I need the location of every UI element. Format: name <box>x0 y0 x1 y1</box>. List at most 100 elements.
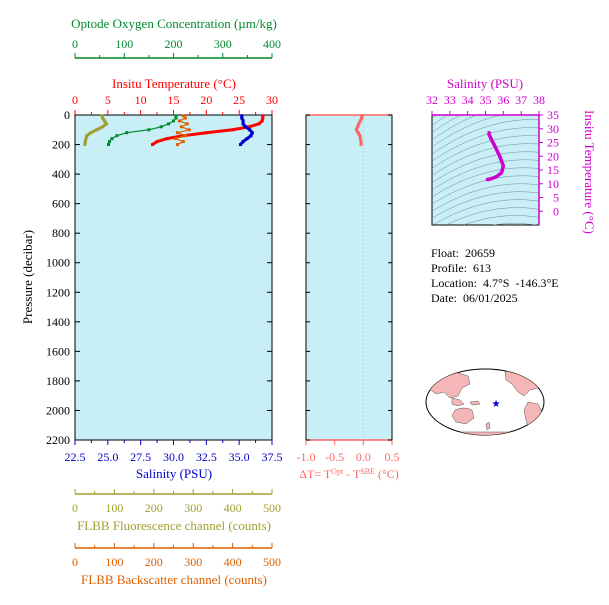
oxygen-profile-point <box>115 134 119 138</box>
ts-profile-point <box>494 175 498 179</box>
backscatter-axis-tick-label: 200 <box>145 555 163 569</box>
pressure-axis-tick-label: 400 <box>52 167 70 181</box>
delta-t-profile-point <box>356 125 360 129</box>
oxygen-axis-tick-label: 0 <box>72 37 78 51</box>
delta-t-profile-point <box>354 128 358 132</box>
ts-plot-background <box>431 114 540 226</box>
salinity-axis-tick-label: 25.0 <box>97 450 118 464</box>
ts-isopycnal <box>432 127 539 162</box>
oxygen-profile-point <box>159 125 163 129</box>
pressure-axis-tick-label: 2000 <box>46 403 70 417</box>
ts-isopycnal <box>462 215 539 225</box>
ts-temperature-tick-label: 20 <box>547 149 559 163</box>
temperature-axis-tick-label: 30 <box>266 93 278 107</box>
temperature-profile-point <box>247 125 251 129</box>
fluorescence-axis-ticks: 0 100 200 300 400 500 <box>72 489 281 515</box>
map-land-new-guinea <box>469 400 481 406</box>
ts-temperature-tick-label: 15 <box>547 163 559 177</box>
ts-salinity-axis-label: Salinity (PSU) <box>447 76 523 91</box>
oxygen-profile-point <box>172 119 175 123</box>
fluorescence-profile-point <box>101 116 105 120</box>
salinity-profile-point <box>249 134 253 138</box>
salinity-axis-tick-label: 35.0 <box>229 450 250 464</box>
temperature-axis-label: Insitu Temperature (°C) <box>112 76 236 91</box>
fluorescence-axis-label: FLBB Fluorescence channel (counts) <box>77 518 271 533</box>
oxygen-axis-label: Optode Oxygen Concentration (µm/kg) <box>71 16 277 31</box>
float-info-float: Float: 20659 <box>431 246 496 260</box>
delta-t-profile-point <box>356 131 360 135</box>
ts-temperature-tick-label: 30 <box>547 122 559 136</box>
ts-salinity-tick-label: 34 <box>462 93 474 107</box>
ts-series-group <box>485 131 506 182</box>
salinity-profile-point <box>238 143 242 147</box>
salinity-profile-point <box>240 116 244 120</box>
ts-temperature-tick-label: 10 <box>547 177 559 191</box>
ts-isopycnal <box>432 151 539 183</box>
delta-t-axis-label: ΔT= TOpt - TSBE (°C) <box>299 467 399 482</box>
ts-isopycnal <box>432 143 539 176</box>
oxygen-axis-tick-label: 400 <box>263 37 281 51</box>
backscatter-profile-point <box>179 125 183 129</box>
backscatter-axis-tick-label: 500 <box>263 555 281 569</box>
backscatter-axis-ticks: 0 100 200 300 400 500 <box>72 543 281 569</box>
temperature-profile-point <box>261 114 265 118</box>
delta-t-axis-tick-label: -0.5 <box>325 450 344 464</box>
delta-t-profile-point <box>359 140 363 144</box>
map-land-new-zealand <box>485 421 491 431</box>
salinity-profile-point <box>248 128 252 132</box>
salinity-profile-point <box>241 119 245 123</box>
delta-t-profile-point <box>360 114 364 118</box>
fluorescence-profile-point <box>103 119 107 123</box>
pressure-axis-label: Pressure (decibar) <box>20 230 35 324</box>
float-info-profile: Profile: 613 <box>431 261 491 275</box>
ts-isopycnal <box>432 191 539 219</box>
pressure-axis-tick-label: 1000 <box>46 256 70 270</box>
fluorescence-profile-point <box>84 137 88 141</box>
salinity-axis-tick-label: 22.5 <box>65 450 86 464</box>
delta-t-profile-point <box>358 134 362 138</box>
pressure-axis-tick-label: 1600 <box>46 344 70 358</box>
ts-profile-point <box>501 164 505 168</box>
temperature-profile-point <box>257 122 261 126</box>
float-info-date: Date: 06/01/2025 <box>431 291 518 305</box>
temperature-axis-tick-label: 10 <box>135 93 147 107</box>
pressure-axis-tick-label: 1400 <box>46 315 70 329</box>
fluorescence-axis-tick-label: 100 <box>105 501 123 515</box>
delta-t-profile-point <box>358 137 362 141</box>
ts-salinity-tick-label: 32 <box>426 93 438 107</box>
pressure-axis-tick-label: 800 <box>52 226 70 240</box>
fluorescence-profile-point <box>105 122 109 126</box>
ts-panel: Salinity (PSU) 32 33 34 35 36 37 38 0510152025… <box>426 76 597 234</box>
delta-t-axis-tick-label: 0.0 <box>356 450 371 464</box>
ts-isopycnal <box>432 115 478 141</box>
float-location-marker <box>492 399 500 407</box>
backscatter-axis-tick-label: 400 <box>224 555 242 569</box>
salinity-axis-tick-label: 27.5 <box>130 450 151 464</box>
salinity-axis-tick-label: 37.5 <box>262 450 283 464</box>
oxygen-profile-point <box>106 143 110 147</box>
fluorescence-profile-point <box>89 131 93 135</box>
delta-t-axis-ticks: -1.0 -0.5 0.0 0.5 <box>297 114 400 464</box>
world-map <box>425 368 545 436</box>
temperature-profile-point <box>260 119 264 123</box>
oxygen-profile-point <box>174 116 178 120</box>
temperature-profile-point <box>261 116 265 120</box>
ts-profile-point <box>489 177 493 181</box>
delta-t-plot-background <box>305 114 393 441</box>
salinity-axis-ticks: 22.5 25.0 27.5 30.0 32.5 35.0 37.5 <box>65 440 283 464</box>
pressure-axis-ticks: 0 200 400 600 800 1000 1200 1400 1600 1800 2000 220… <box>46 108 272 447</box>
float-info-block: Float: 20659 Profile: 613 Location: 4.7°… <box>431 246 559 306</box>
temperature-axis-tick-label: 5 <box>105 93 111 107</box>
main-series-group <box>83 114 265 147</box>
temperature-axis-tick-label: 0 <box>72 93 78 107</box>
ts-temperature-tick-label: 5 <box>553 191 559 205</box>
backscatter-profile-point <box>187 128 191 132</box>
salinity-profile-point <box>241 140 245 144</box>
salinity-profile-point <box>240 114 244 118</box>
ts-salinity-tick-label: 33 <box>444 93 456 107</box>
delta-t-profile-point <box>357 122 361 126</box>
ts-temperature-tick-label: 25 <box>547 136 559 150</box>
delta-t-profile-point <box>359 143 363 147</box>
ts-profile-point <box>489 136 493 140</box>
